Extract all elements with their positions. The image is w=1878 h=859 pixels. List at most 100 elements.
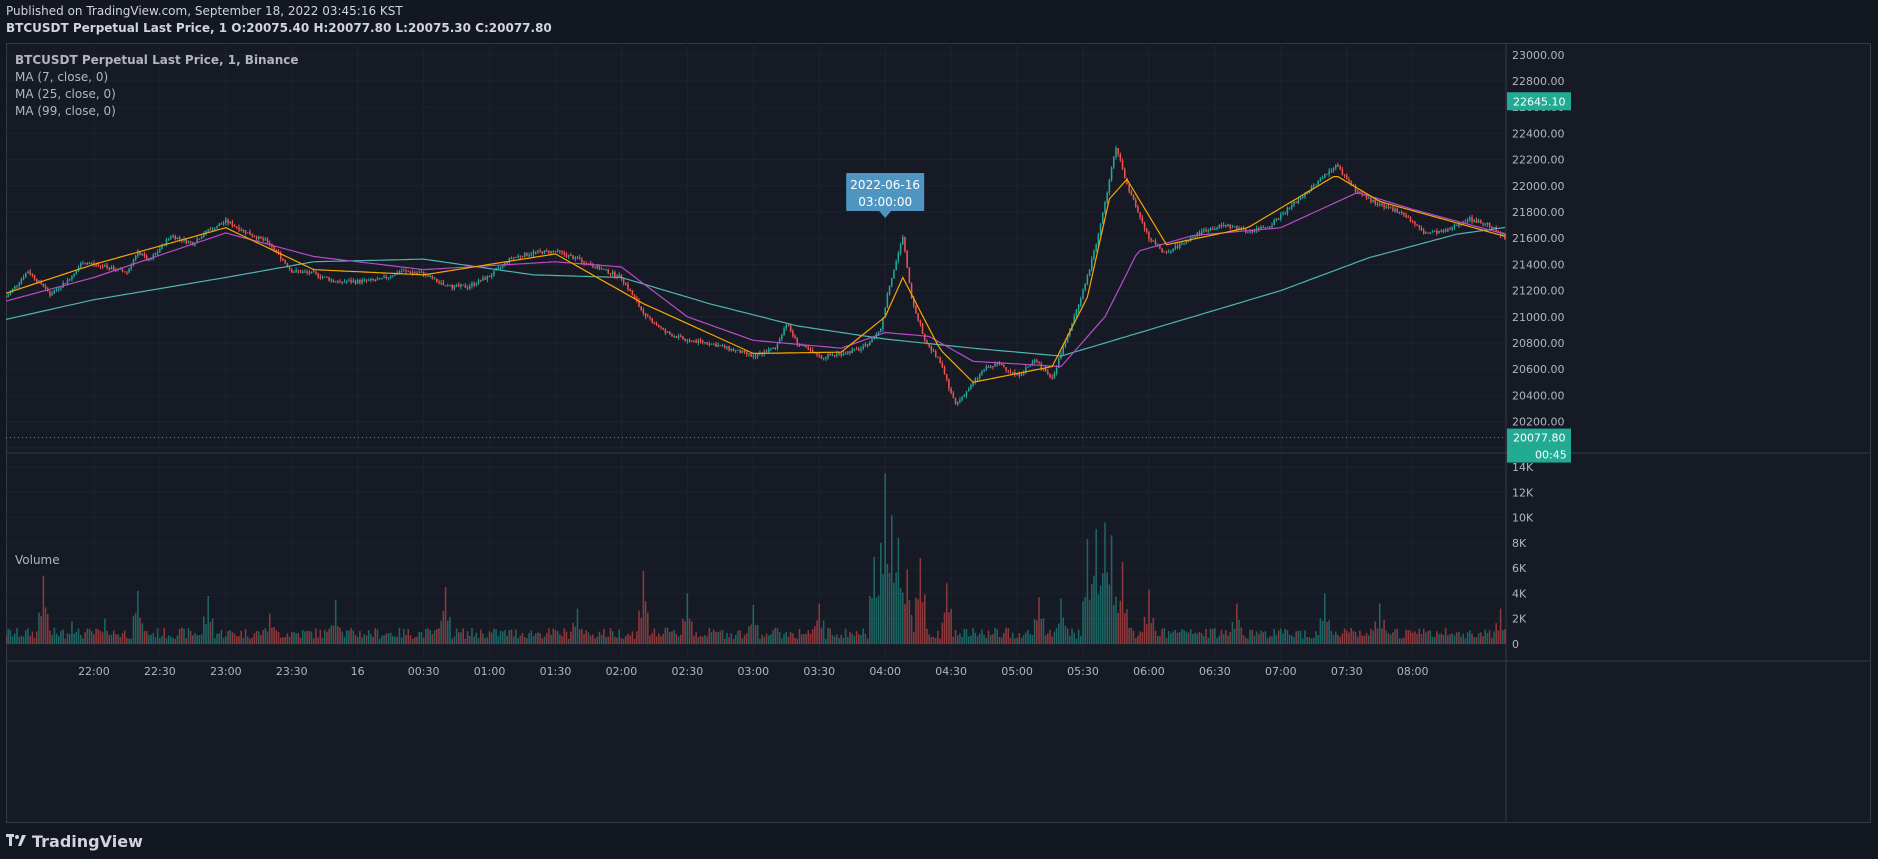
candle-body (1091, 258, 1093, 270)
volume-bar (317, 637, 319, 644)
candle-body (1363, 194, 1366, 196)
volume-bar (1372, 630, 1374, 644)
candle-body (948, 379, 950, 389)
volume-bar (1260, 630, 1262, 644)
candle-body (1205, 229, 1207, 232)
volume-bar (211, 618, 214, 644)
candle-body (1295, 201, 1297, 204)
ma7-line (6, 176, 1506, 383)
volume-bar (723, 638, 726, 644)
volume-bar (805, 633, 807, 644)
ma-layer (6, 176, 1506, 383)
footer-brand[interactable]: TradingView (6, 830, 143, 852)
volume-bar (1253, 635, 1256, 644)
volume-bar (987, 630, 990, 644)
candle-body (1194, 236, 1196, 238)
volume-bar (414, 637, 416, 644)
volume-bar (172, 637, 174, 644)
candle-body (1431, 231, 1434, 233)
candle-body (596, 265, 599, 269)
candle-body (1475, 220, 1478, 223)
candle-body (1356, 191, 1359, 193)
volume-bar (451, 638, 453, 644)
candle-body (1176, 246, 1179, 248)
volume-bar (225, 636, 227, 644)
volume-bar (1392, 632, 1394, 644)
candle-body (345, 281, 348, 283)
volume-bar (137, 590, 139, 644)
volume-bar (297, 632, 300, 644)
candle-body (581, 259, 583, 263)
candle-body (1334, 164, 1337, 169)
volume-bar (18, 636, 20, 644)
candle-body (858, 348, 860, 351)
volume-bar (293, 632, 295, 644)
candle-body (888, 285, 891, 295)
volume-bar (873, 556, 875, 644)
candle-body (998, 363, 1001, 365)
volume-bar (203, 616, 205, 644)
volume-bar (319, 629, 322, 644)
volume-bar (574, 626, 577, 644)
volume-bar (75, 631, 78, 644)
candle-body (1471, 217, 1473, 222)
volume-bar (677, 636, 680, 644)
volume-bar (1273, 628, 1275, 644)
candle-body (728, 346, 730, 351)
candle-body (64, 283, 67, 285)
volume-bar (530, 630, 533, 644)
candle-body (532, 251, 535, 255)
candle-body (1396, 208, 1399, 213)
volume-bar (46, 614, 49, 644)
volume-bar (752, 604, 755, 644)
volume-bar (651, 633, 653, 644)
volume-bar (1170, 633, 1172, 644)
close-label: C: (475, 21, 489, 35)
volume-bar (1453, 635, 1456, 644)
volume-bar (1159, 635, 1161, 644)
volume-bar (765, 633, 768, 644)
volume-bar (899, 588, 902, 644)
candle-body (121, 269, 124, 272)
volume-bar (704, 635, 706, 644)
price-tick-label: 21000.00 (1512, 311, 1565, 324)
candle-body (1018, 374, 1021, 376)
volume-bar (1409, 630, 1412, 644)
candle-body (1306, 193, 1308, 195)
volume-bar (609, 628, 612, 644)
volume-bar (14, 633, 16, 644)
volume-bar (1174, 629, 1177, 644)
candle-body (530, 254, 533, 256)
candle-body (130, 265, 133, 269)
candle-body (1020, 374, 1023, 376)
candle-body (119, 268, 122, 270)
time-tick-label: 01:00 (474, 665, 506, 678)
volume-bar (811, 629, 814, 644)
candle-body (501, 264, 504, 267)
candle-body (460, 284, 462, 287)
volume-bar (1229, 631, 1232, 644)
volume-bar (895, 572, 897, 644)
candle-body (638, 300, 640, 307)
candle-body (1233, 226, 1236, 228)
volume-bar (706, 636, 708, 644)
chart-canvas[interactable]: 23000.0022800.0022600.0022400.0022200.00… (6, 43, 1871, 823)
volume-bar (886, 564, 889, 644)
volume-bar (1236, 603, 1238, 644)
price-tick-label: 20800.00 (1512, 337, 1565, 350)
volume-bar (1394, 629, 1396, 644)
candle-body (38, 280, 40, 283)
volume-bar (649, 635, 651, 644)
candle-body (783, 328, 785, 336)
volume-bar (1323, 593, 1326, 644)
candle-body (1163, 251, 1166, 253)
candle-body (1438, 230, 1440, 234)
volume-bar (1308, 637, 1311, 644)
volume-bar (400, 637, 403, 644)
candle-body (293, 271, 295, 273)
candle-body (359, 279, 361, 283)
volume-bar (587, 632, 590, 644)
candle-body (919, 320, 922, 324)
volume-bar (1161, 628, 1163, 644)
volume-bar (1069, 635, 1071, 644)
